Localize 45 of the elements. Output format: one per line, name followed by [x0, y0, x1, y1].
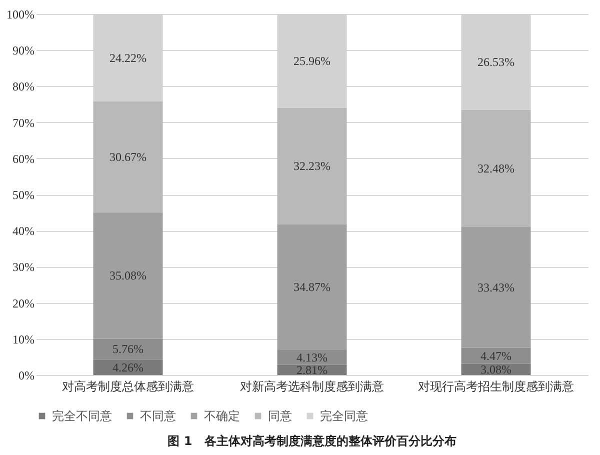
- data-label: 4.13%: [296, 350, 328, 364]
- y-tick-label: 100%: [6, 8, 34, 22]
- data-label: 2.81%: [296, 362, 328, 377]
- x-tick-label: 对高考制度总体感到满意: [62, 380, 194, 394]
- legend-label: 同意: [268, 409, 292, 423]
- data-label: 26.53%: [478, 54, 514, 69]
- data-label: 34.87%: [294, 280, 330, 294]
- bar: [93, 212, 163, 339]
- data-label: 33.43%: [478, 280, 514, 294]
- x-tick-label: 对现行高考招生制度感到满意: [418, 380, 574, 394]
- bar: [277, 350, 347, 365]
- y-tick-label: 70%: [12, 116, 34, 130]
- bar: [93, 101, 163, 212]
- legend-label: 完全不同意: [52, 409, 112, 423]
- legend-label: 不确定: [204, 409, 240, 423]
- bar: [277, 108, 347, 224]
- y-tick-label: 90%: [12, 44, 34, 58]
- bar: [93, 360, 163, 375]
- data-label: 25.96%: [294, 54, 330, 68]
- bar: [461, 227, 531, 348]
- data-label: 35.08%: [110, 268, 146, 283]
- y-tick-label: 60%: [12, 152, 34, 166]
- bar: [93, 338, 163, 360]
- data-label: 32.23%: [294, 158, 330, 173]
- legend-label: 完全同意: [320, 409, 368, 423]
- y-tick-label: 30%: [12, 260, 34, 274]
- data-label: 24.22%: [110, 50, 146, 65]
- y-tick-label: 0%: [18, 368, 34, 382]
- bar: [461, 348, 531, 364]
- y-tick-label: 20%: [12, 296, 34, 310]
- legend-label: 不同意: [140, 409, 176, 423]
- data-label: 30.67%: [110, 150, 146, 164]
- y-tick-label: 10%: [12, 332, 34, 346]
- data-label: 4.26%: [112, 360, 144, 374]
- y-tick-label: 50%: [12, 188, 34, 202]
- data-label: 5.76%: [112, 342, 144, 356]
- y-tick-label: 80%: [12, 80, 34, 94]
- bar: [461, 110, 531, 228]
- data-label: 4.47%: [480, 348, 512, 363]
- y-tick-label: 40%: [12, 224, 34, 238]
- x-tick-label: 对新高考选科制度感到满意: [240, 380, 384, 394]
- text: 图 1 各主体对高考制度满意度的整体评价百分比分布: [168, 434, 456, 448]
- data-label: 32.48%: [478, 161, 514, 176]
- bar: [277, 224, 347, 350]
- data-label: 3.08%: [480, 362, 512, 376]
